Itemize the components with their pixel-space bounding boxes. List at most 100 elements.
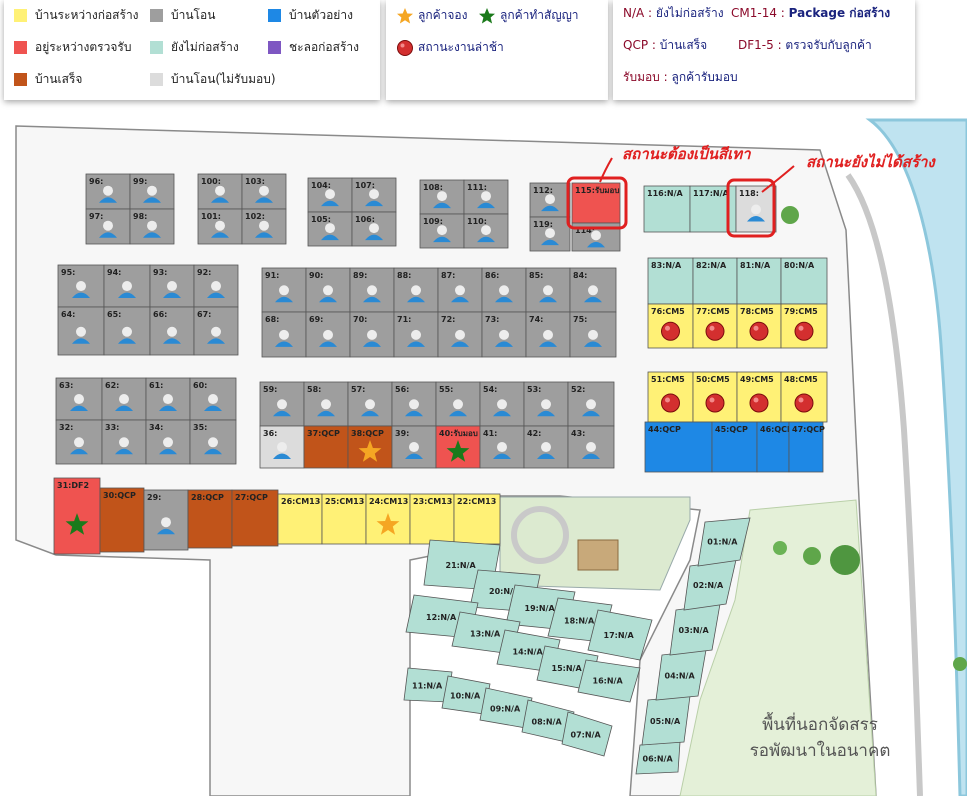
lot-112[interactable]: 112: xyxy=(529,182,571,218)
lot-label: 47:QCP xyxy=(792,425,825,434)
lot-64[interactable]: 64: xyxy=(57,306,105,356)
lot-77[interactable]: 77:CM5 xyxy=(692,303,738,349)
lot-94[interactable]: 94: xyxy=(103,264,151,308)
lot-65[interactable]: 65: xyxy=(103,306,151,356)
lot-101[interactable]: 101: xyxy=(197,208,243,245)
lot-84[interactable]: 84: xyxy=(569,267,617,313)
lot-26[interactable]: 26:CM13 xyxy=(277,493,323,545)
lot-57[interactable]: 57: xyxy=(347,381,393,427)
lot-106[interactable]: 106: xyxy=(351,211,397,247)
legend-status-item: บ้านตัวอย่าง xyxy=(268,6,353,25)
lot-34[interactable]: 34: xyxy=(145,419,191,465)
lot-label: 50:CM5 xyxy=(696,375,730,384)
lot-71[interactable]: 71: xyxy=(393,311,439,358)
lot-109[interactable]: 109: xyxy=(419,213,465,249)
lot-93[interactable]: 93: xyxy=(149,264,195,308)
lot-66[interactable]: 66: xyxy=(149,306,195,356)
lot-103[interactable]: 103: xyxy=(241,173,287,210)
lot-label: 90: xyxy=(309,271,323,280)
lot-24[interactable]: 24:CM13 xyxy=(365,493,411,545)
lot-90[interactable]: 90: xyxy=(305,267,351,313)
lot-54[interactable]: 54: xyxy=(479,381,525,427)
lot-82[interactable]: 82:N/A xyxy=(692,257,738,305)
lot-76[interactable]: 76:CM5 xyxy=(647,303,694,349)
lot-63[interactable]: 63: xyxy=(55,377,103,421)
lot-41[interactable]: 41: xyxy=(479,425,525,469)
lot-29[interactable]: 29: xyxy=(143,489,189,551)
lot-40[interactable]: 40:รับมอบ xyxy=(435,425,481,469)
lot-68[interactable]: 68: xyxy=(261,311,307,358)
lot-51[interactable]: 51:CM5 xyxy=(647,371,694,423)
lot-91[interactable]: 91: xyxy=(261,267,307,313)
lot-28[interactable]: 28:QCP xyxy=(187,489,233,549)
lot-97[interactable]: 97: xyxy=(85,208,131,245)
legend-swatch xyxy=(14,41,27,54)
lot-49[interactable]: 49:CM5 xyxy=(736,371,782,423)
lot-31[interactable]: 31:DF2 xyxy=(53,477,101,555)
lot-74[interactable]: 74: xyxy=(525,311,571,358)
lot-105[interactable]: 105: xyxy=(307,211,353,247)
lot-07[interactable]: 07:N/A xyxy=(561,711,613,757)
lot-36[interactable]: 36: xyxy=(259,425,305,469)
lot-33[interactable]: 33: xyxy=(101,419,147,465)
lot-99[interactable]: 99: xyxy=(129,173,175,210)
lot-75[interactable]: 75: xyxy=(569,311,617,358)
lot-58[interactable]: 58: xyxy=(303,381,349,427)
lot-89[interactable]: 89: xyxy=(349,267,395,313)
lot-35[interactable]: 35: xyxy=(189,419,237,465)
lot-70[interactable]: 70: xyxy=(349,311,395,358)
lot-01[interactable]: 01:N/A xyxy=(697,517,751,567)
lot-32[interactable]: 32: xyxy=(55,419,103,465)
lot-111[interactable]: 111: xyxy=(463,179,509,215)
lot-47[interactable]: 47:QCP xyxy=(788,421,825,473)
lot-16[interactable]: 16:N/A xyxy=(577,659,641,703)
lot-48[interactable]: 48:CM5 xyxy=(780,371,828,423)
lot-39[interactable]: 39: xyxy=(391,425,437,469)
lot-62[interactable]: 62: xyxy=(101,377,147,421)
lot-86[interactable]: 86: xyxy=(481,267,527,313)
lot-50[interactable]: 50:CM5 xyxy=(692,371,738,423)
lot-107[interactable]: 107: xyxy=(351,177,397,213)
lot-115[interactable]: 115:รับมอบ xyxy=(571,182,621,224)
lot-25[interactable]: 25:CM13 xyxy=(321,493,367,545)
lot-81[interactable]: 81:N/A xyxy=(736,257,782,305)
lot-37[interactable]: 37:QCP xyxy=(303,425,349,469)
lot-116[interactable]: 116:N/A xyxy=(643,185,691,233)
lot-102[interactable]: 102: xyxy=(241,208,287,245)
lot-label: 67: xyxy=(197,310,211,319)
lot-110[interactable]: 110: xyxy=(463,213,509,249)
lot-96[interactable]: 96: xyxy=(85,173,131,210)
lot-55[interactable]: 55: xyxy=(435,381,481,427)
green-star-icon xyxy=(65,513,89,535)
lot-80[interactable]: 80:N/A xyxy=(780,257,828,305)
lot-100[interactable]: 100: xyxy=(197,173,243,210)
lot-38[interactable]: 38:QCP xyxy=(347,425,393,469)
lot-95[interactable]: 95: xyxy=(57,264,105,308)
lot-43[interactable]: 43: xyxy=(567,425,615,469)
lot-87[interactable]: 87: xyxy=(437,267,483,313)
lot-53[interactable]: 53: xyxy=(523,381,569,427)
lot-60[interactable]: 60: xyxy=(189,377,237,421)
person-icon xyxy=(275,285,293,303)
lot-label: 18:N/A xyxy=(564,616,595,625)
lot-shape xyxy=(788,421,824,473)
lot-67[interactable]: 67: xyxy=(193,306,239,356)
lot-79[interactable]: 79:CM5 xyxy=(780,303,828,349)
lot-73[interactable]: 73: xyxy=(481,311,527,358)
lot-42[interactable]: 42: xyxy=(523,425,569,469)
lot-83[interactable]: 83:N/A xyxy=(647,257,694,305)
lot-30[interactable]: 30:QCP xyxy=(99,487,145,553)
lot-56[interactable]: 56: xyxy=(391,381,437,427)
lot-label: 15:N/A xyxy=(552,664,583,673)
lot-17[interactable]: 17:N/A xyxy=(587,609,653,661)
lot-118[interactable]: 118: xyxy=(735,185,777,233)
lot-label: 01:N/A xyxy=(707,538,738,547)
lot-45[interactable]: 45:QCP xyxy=(711,421,758,473)
lot-44[interactable]: 44:QCP xyxy=(644,421,713,473)
lot-69[interactable]: 69: xyxy=(305,311,351,358)
lot-119[interactable]: 119: xyxy=(529,216,571,252)
person-icon xyxy=(582,399,600,417)
lot-52[interactable]: 52: xyxy=(567,381,615,427)
lot-27[interactable]: 27:QCP xyxy=(231,489,279,547)
lot-98[interactable]: 98: xyxy=(129,208,175,245)
